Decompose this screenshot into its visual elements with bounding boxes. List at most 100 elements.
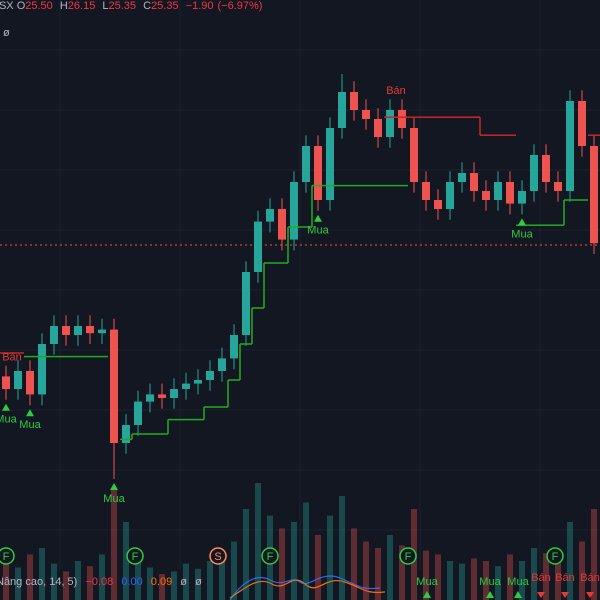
- indicator-value: 0.00: [121, 576, 143, 588]
- volume-bar: [207, 561, 213, 600]
- volume-bar: [531, 548, 537, 600]
- indicator-value: ø: [195, 576, 202, 588]
- candle-body: [182, 383, 190, 389]
- volume-bar: [135, 561, 141, 600]
- indicator-signal: Bán: [580, 572, 600, 584]
- volume-bar: [3, 561, 9, 600]
- candle-body: [74, 326, 82, 335]
- value: 25.35: [108, 0, 137, 12]
- candle-body: [266, 209, 274, 222]
- event-label: F: [552, 551, 559, 563]
- volume-bar: [315, 535, 321, 600]
- volume-bar: [123, 522, 129, 600]
- change-pct: (−6.97%): [217, 0, 263, 12]
- indicator-marker: [586, 592, 594, 598]
- value: 25.50: [25, 0, 53, 12]
- candle-body: [506, 182, 514, 204]
- candle-body: [2, 376, 10, 389]
- value: 25.35: [151, 0, 179, 12]
- volume-bar: [519, 561, 525, 600]
- signal-label: Bán: [386, 85, 406, 97]
- volume-bar: [459, 563, 465, 600]
- volume-bar: [423, 550, 429, 600]
- volume-bar: [147, 567, 153, 600]
- volume-bar: [63, 571, 69, 600]
- candle-body: [578, 101, 586, 146]
- volume-bar: [51, 563, 57, 600]
- candle-body: [530, 155, 538, 191]
- candle-body: [350, 92, 358, 110]
- indicator-legend: Nâng cao, 14, 5) −0.08 0.00 0.09 ø ø: [0, 576, 207, 588]
- label: O: [16, 0, 26, 12]
- event-marker: [209, 547, 227, 565]
- indicator-signal: Mua: [416, 576, 438, 588]
- volume-bar: [567, 522, 573, 600]
- candle-body: [446, 182, 454, 209]
- candle-body: [362, 110, 370, 119]
- candle-body: [314, 146, 322, 200]
- oscillator-line: [229, 579, 386, 599]
- volume-bar: [195, 568, 201, 600]
- signal-marker: [2, 403, 10, 411]
- volume-bar: [363, 541, 369, 600]
- volume-bar: [39, 548, 45, 600]
- volume-bar: [399, 545, 405, 600]
- candle-body: [14, 371, 22, 389]
- volume-bar: [111, 489, 117, 600]
- volume-bar: [375, 548, 381, 600]
- volume-bar: [435, 554, 441, 600]
- candle-body: [302, 146, 310, 182]
- volume-bar: [555, 561, 561, 600]
- extra: ø: [3, 27, 10, 39]
- volume-bar: [171, 571, 177, 600]
- candle-body: [374, 119, 382, 137]
- signal-label: Mua: [103, 493, 125, 505]
- candle-body: [26, 371, 34, 395]
- signal-label: Bán: [2, 352, 22, 364]
- candle-body: [170, 389, 178, 398]
- candle-body: [98, 329, 106, 334]
- volume-bar: [507, 554, 513, 600]
- label: L: [102, 0, 109, 12]
- candle-body: [386, 110, 394, 137]
- indicator-marker: [537, 592, 545, 598]
- candle-body: [566, 101, 574, 191]
- volume-bar: [87, 566, 93, 600]
- signal-label: Mua: [511, 228, 533, 240]
- candle-body: [290, 182, 298, 240]
- volume-bar: [27, 554, 33, 600]
- volume-bar: [15, 567, 21, 600]
- indicator-signal: Mua: [479, 576, 501, 588]
- candle-body: [194, 380, 202, 384]
- signal-marker: [110, 483, 118, 490]
- indicator-value: 0.09: [150, 576, 173, 588]
- candle-body: [338, 92, 346, 128]
- event-marker: [0, 547, 15, 565]
- signal-marker: [314, 214, 322, 222]
- volume-bar: [351, 528, 357, 600]
- candle-body: [50, 326, 58, 344]
- indicator-value: −0.08: [85, 576, 114, 588]
- indicator-signal: Bán: [555, 572, 575, 584]
- candle-body: [254, 221, 262, 272]
- volume-bar: [75, 561, 81, 600]
- indicator-marker: [561, 592, 569, 598]
- event-label: F: [132, 551, 139, 563]
- volume-bar: [291, 522, 297, 600]
- candle-body: [86, 326, 94, 334]
- volume-bar: [243, 509, 249, 600]
- candle-body: [62, 326, 70, 335]
- volume-bar: [303, 502, 309, 600]
- signal-marker: [26, 409, 34, 417]
- volume-bar: [447, 561, 453, 600]
- volume-bar: [327, 515, 333, 600]
- volume-bar: [183, 563, 189, 600]
- candle-body: [410, 128, 418, 182]
- event-marker: [546, 547, 564, 565]
- event-marker: [399, 547, 417, 565]
- volume-bar: [387, 535, 393, 600]
- candle-body: [218, 358, 226, 371]
- grid: [0, 0, 600, 570]
